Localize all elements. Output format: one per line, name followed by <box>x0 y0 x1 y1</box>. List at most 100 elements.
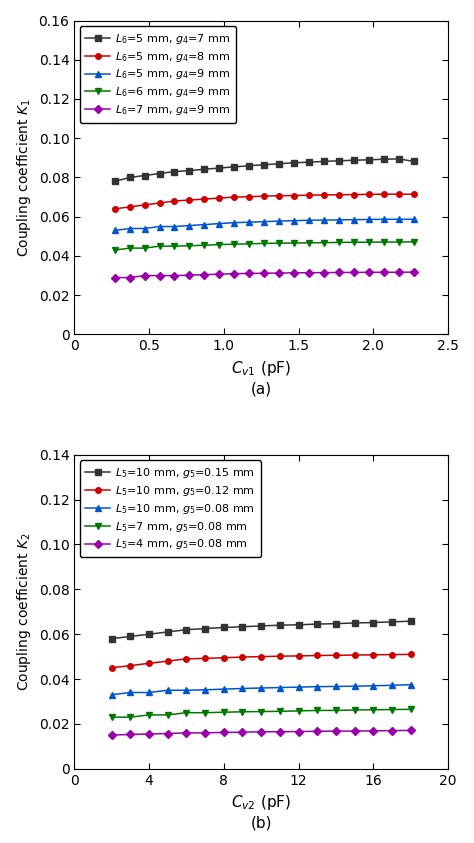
$L_5$=10 mm, $g_5$=0.08 mm <box>183 685 189 695</box>
$L_6$=6 mm, $g_4$=9 mm <box>142 243 147 253</box>
$L_5$=10 mm, $g_5$=0.08 mm <box>258 683 264 693</box>
$L_5$=10 mm, $g_5$=0.12 mm <box>389 650 395 660</box>
$L_5$=4 mm, $g_5$=0.08 mm <box>258 727 264 737</box>
$L_6$=6 mm, $g_4$=9 mm <box>381 237 387 247</box>
$L_6$=5 mm, $g_4$=9 mm <box>411 214 417 224</box>
$L_5$=10 mm, $g_5$=0.08 mm <box>221 684 227 694</box>
$L_5$=10 mm, $g_5$=0.12 mm <box>221 652 227 663</box>
$L_6$=6 mm, $g_4$=9 mm <box>411 237 417 247</box>
$L_5$=4 mm, $g_5$=0.08 mm <box>183 728 189 738</box>
$L_6$=5 mm, $g_4$=7 mm <box>217 163 222 173</box>
X-axis label: $C_{v2}$ (pF): $C_{v2}$ (pF) <box>231 793 291 812</box>
$L_5$=7 mm, $g_5$=0.08 mm <box>183 707 189 717</box>
$L_6$=6 mm, $g_4$=9 mm <box>172 241 177 251</box>
Text: (b): (b) <box>250 816 272 831</box>
$L_5$=10 mm, $g_5$=0.15 mm <box>296 620 301 630</box>
$L_6$=6 mm, $g_4$=9 mm <box>351 237 357 247</box>
$L_5$=10 mm, $g_5$=0.12 mm <box>109 663 115 673</box>
$L_6$=7 mm, $g_4$=9 mm <box>112 272 118 282</box>
$L_6$=5 mm, $g_4$=8 mm <box>261 191 267 201</box>
Y-axis label: Coupling coefficient $K_1$: Coupling coefficient $K_1$ <box>15 98 33 257</box>
$L_6$=6 mm, $g_4$=9 mm <box>127 243 132 253</box>
$L_5$=10 mm, $g_5$=0.12 mm <box>146 658 152 668</box>
$L_5$=4 mm, $g_5$=0.08 mm <box>221 728 227 738</box>
$L_5$=10 mm, $g_5$=0.08 mm <box>352 681 357 691</box>
$L_5$=10 mm, $g_5$=0.08 mm <box>109 690 115 700</box>
$L_6$=7 mm, $g_4$=9 mm <box>172 271 177 281</box>
$L_6$=7 mm, $g_4$=9 mm <box>246 268 252 278</box>
Line: $L_5$=7 mm, $g_5$=0.08 mm: $L_5$=7 mm, $g_5$=0.08 mm <box>109 706 413 720</box>
$L_5$=4 mm, $g_5$=0.08 mm <box>371 726 376 736</box>
$L_6$=5 mm, $g_4$=7 mm <box>321 156 327 166</box>
$L_5$=7 mm, $g_5$=0.08 mm <box>333 706 339 716</box>
$L_6$=7 mm, $g_4$=9 mm <box>201 270 207 280</box>
$L_6$=5 mm, $g_4$=7 mm <box>276 158 282 169</box>
$L_5$=10 mm, $g_5$=0.12 mm <box>165 656 171 666</box>
$L_5$=4 mm, $g_5$=0.08 mm <box>314 726 320 736</box>
$L_6$=7 mm, $g_4$=9 mm <box>351 267 357 277</box>
$L_5$=10 mm, $g_5$=0.12 mm <box>128 661 133 671</box>
$L_5$=7 mm, $g_5$=0.08 mm <box>258 706 264 717</box>
$L_6$=7 mm, $g_4$=9 mm <box>142 271 147 281</box>
$L_5$=10 mm, $g_5$=0.15 mm <box>352 618 357 628</box>
$L_5$=10 mm, $g_5$=0.12 mm <box>352 650 357 660</box>
$L_5$=4 mm, $g_5$=0.08 mm <box>109 730 115 740</box>
Line: $L_5$=4 mm, $g_5$=0.08 mm: $L_5$=4 mm, $g_5$=0.08 mm <box>109 728 413 738</box>
$L_5$=4 mm, $g_5$=0.08 mm <box>352 726 357 736</box>
$L_5$=10 mm, $g_5$=0.08 mm <box>408 679 413 690</box>
$L_6$=7 mm, $g_4$=9 mm <box>276 268 282 278</box>
$L_5$=10 mm, $g_5$=0.15 mm <box>408 616 413 626</box>
$L_5$=10 mm, $g_5$=0.15 mm <box>221 622 227 632</box>
$L_5$=10 mm, $g_5$=0.12 mm <box>183 654 189 664</box>
$L_5$=10 mm, $g_5$=0.12 mm <box>408 649 413 659</box>
$L_6$=7 mm, $g_4$=9 mm <box>231 269 237 279</box>
$L_6$=5 mm, $g_4$=7 mm <box>306 157 312 167</box>
$L_6$=5 mm, $g_4$=9 mm <box>276 216 282 226</box>
$L_5$=10 mm, $g_5$=0.08 mm <box>202 685 208 695</box>
$L_6$=5 mm, $g_4$=8 mm <box>172 196 177 206</box>
$L_5$=4 mm, $g_5$=0.08 mm <box>128 729 133 739</box>
$L_5$=10 mm, $g_5$=0.15 mm <box>165 627 171 637</box>
$L_5$=4 mm, $g_5$=0.08 mm <box>202 728 208 738</box>
$L_5$=4 mm, $g_5$=0.08 mm <box>296 727 301 737</box>
$L_5$=10 mm, $g_5$=0.12 mm <box>258 652 264 662</box>
$L_5$=4 mm, $g_5$=0.08 mm <box>408 725 413 735</box>
$L_6$=5 mm, $g_4$=8 mm <box>336 190 342 200</box>
$L_5$=10 mm, $g_5$=0.15 mm <box>202 624 208 634</box>
$L_6$=5 mm, $g_4$=7 mm <box>246 161 252 171</box>
$L_6$=5 mm, $g_4$=8 mm <box>366 190 372 200</box>
$L_6$=5 mm, $g_4$=9 mm <box>172 222 177 232</box>
$L_6$=5 mm, $g_4$=9 mm <box>231 217 237 228</box>
$L_6$=6 mm, $g_4$=9 mm <box>276 239 282 249</box>
Legend: $L_5$=10 mm, $g_5$=0.15 mm, $L_5$=10 mm, $g_5$=0.12 mm, $L_5$=10 mm, $g_5$=0.08 : $L_5$=10 mm, $g_5$=0.15 mm, $L_5$=10 mm,… <box>80 460 261 557</box>
$L_6$=6 mm, $g_4$=9 mm <box>321 238 327 248</box>
Line: $L_6$=5 mm, $g_4$=9 mm: $L_6$=5 mm, $g_4$=9 mm <box>112 217 417 234</box>
$L_6$=7 mm, $g_4$=9 mm <box>336 267 342 277</box>
$L_6$=6 mm, $g_4$=9 mm <box>291 238 297 248</box>
$L_5$=10 mm, $g_5$=0.15 mm <box>128 631 133 642</box>
$L_5$=10 mm, $g_5$=0.15 mm <box>333 619 339 629</box>
$L_6$=5 mm, $g_4$=9 mm <box>396 214 401 224</box>
$L_6$=5 mm, $g_4$=9 mm <box>336 215 342 225</box>
$L_6$=5 mm, $g_4$=7 mm <box>142 170 147 180</box>
$L_5$=10 mm, $g_5$=0.12 mm <box>371 650 376 660</box>
$L_6$=5 mm, $g_4$=7 mm <box>201 164 207 175</box>
$L_6$=5 mm, $g_4$=8 mm <box>396 189 401 199</box>
$L_5$=10 mm, $g_5$=0.15 mm <box>314 619 320 629</box>
$L_6$=5 mm, $g_4$=9 mm <box>366 214 372 224</box>
$L_6$=5 mm, $g_4$=7 mm <box>381 154 387 164</box>
$L_5$=10 mm, $g_5$=0.12 mm <box>296 651 301 661</box>
$L_6$=5 mm, $g_4$=7 mm <box>127 173 132 183</box>
$L_6$=5 mm, $g_4$=9 mm <box>157 222 163 232</box>
$L_5$=4 mm, $g_5$=0.08 mm <box>389 726 395 736</box>
$L_6$=7 mm, $g_4$=9 mm <box>321 267 327 277</box>
$L_6$=5 mm, $g_4$=8 mm <box>291 191 297 201</box>
$L_5$=10 mm, $g_5$=0.12 mm <box>333 650 339 660</box>
$L_6$=5 mm, $g_4$=9 mm <box>112 225 118 235</box>
$L_6$=5 mm, $g_4$=7 mm <box>172 167 177 177</box>
$L_6$=5 mm, $g_4$=8 mm <box>112 204 118 214</box>
Line: $L_6$=6 mm, $g_4$=9 mm: $L_6$=6 mm, $g_4$=9 mm <box>112 239 417 253</box>
$L_6$=5 mm, $g_4$=9 mm <box>381 214 387 224</box>
$L_5$=7 mm, $g_5$=0.08 mm <box>202 707 208 717</box>
$L_5$=10 mm, $g_5$=0.12 mm <box>240 652 246 662</box>
